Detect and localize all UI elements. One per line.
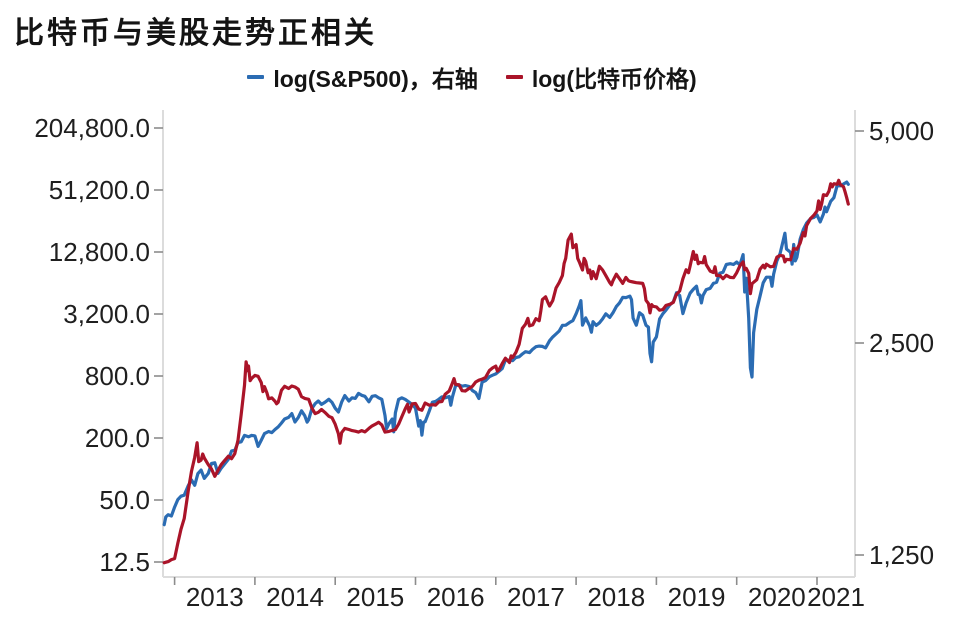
x-tick-label: 2019 <box>668 582 726 612</box>
y-left-tick-label: 204,800.0 <box>34 113 150 143</box>
bitcoin-price-line <box>162 178 850 565</box>
chart-legend: log(S&P500)，右轴 log(比特币价格) <box>0 60 944 94</box>
x-tick-label: 2015 <box>346 582 404 612</box>
x-tick-label: 2013 <box>186 582 244 612</box>
x-tick-label: 2020 <box>748 582 806 612</box>
y-left-tick-label: 12.5 <box>99 547 150 577</box>
x-tick-label: 2017 <box>507 582 565 612</box>
y-left-tick-label: 800.0 <box>85 361 150 391</box>
x-tick-label: 2021 <box>807 582 865 612</box>
chart-title: 比特币与美股走势正相关 <box>14 16 377 51</box>
x-tick-label: 2014 <box>266 582 324 612</box>
y-right-tick-label: 1,250 <box>869 540 934 570</box>
bitcoin-legend-marker-icon <box>505 75 523 79</box>
y-left-tick-label: 51,200.0 <box>49 175 150 205</box>
y-left-tick-label: 200.0 <box>85 423 150 453</box>
y-right-tick-label: 2,500 <box>869 328 934 358</box>
y-left-tick-label: 3,200.0 <box>63 299 150 329</box>
x-tick-label: 2018 <box>587 582 645 612</box>
y-left-tick-label: 50.0 <box>99 485 150 515</box>
sp500-legend-label: log(S&P500)，右轴 <box>273 66 478 92</box>
legend-item-sp500: log(S&P500)，右轴 <box>247 60 478 94</box>
y-left-tick-label: 12,800.0 <box>49 237 150 267</box>
sp500-legend-marker-icon <box>247 75 265 79</box>
y-right-tick-label: 5,000 <box>869 116 934 146</box>
bitcoin-legend-label: log(比特币价格) <box>531 66 697 92</box>
legend-item-bitcoin: log(比特币价格) <box>505 60 697 94</box>
x-tick-label: 2016 <box>427 582 485 612</box>
sp500-line <box>162 180 850 527</box>
